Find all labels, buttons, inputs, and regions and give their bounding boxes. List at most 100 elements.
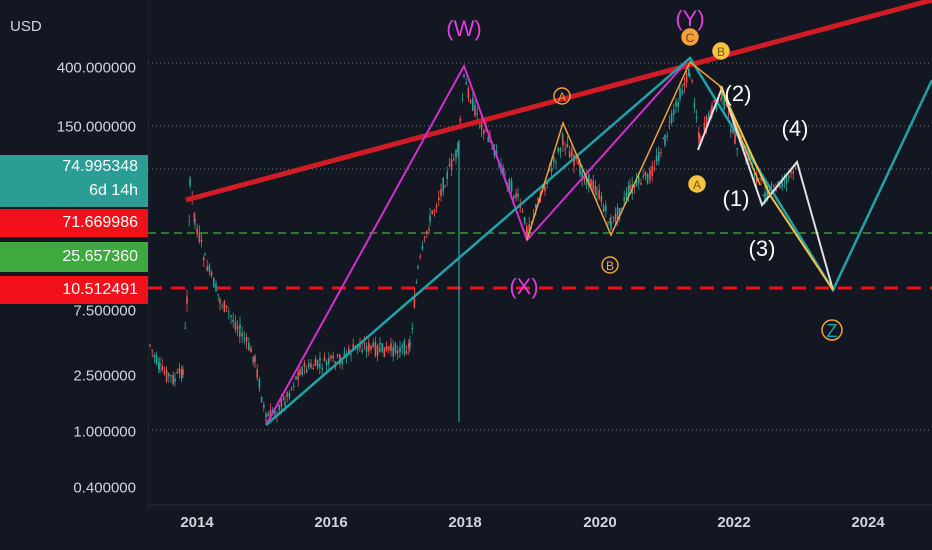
candle-body: [368, 342, 370, 352]
candle-body: [491, 148, 493, 150]
candle-body: [521, 210, 524, 212]
candle-body: [785, 177, 788, 184]
circled-label-c: C: [681, 28, 699, 46]
label-wave-w: (W): [446, 16, 481, 41]
candle-body: [660, 152, 662, 154]
candle-body: [396, 350, 399, 354]
candle-body: [762, 195, 764, 197]
candle-body: [392, 347, 394, 357]
candle-body: [705, 116, 708, 129]
candle-body: [413, 297, 416, 308]
candle-body: [325, 361, 328, 366]
candle-body: [421, 246, 424, 250]
time-tick: 2024: [851, 514, 885, 531]
candle-body: [299, 369, 301, 376]
candle-body: [515, 193, 517, 198]
candle-body: [526, 229, 528, 234]
wave-wxy-line[interactable]: [265, 57, 691, 426]
candle-body: [753, 172, 756, 175]
candle-body: [679, 88, 681, 100]
candle-body: [265, 419, 267, 421]
candle-body: [254, 355, 256, 363]
candle-body: [469, 100, 472, 104]
candle-body: [715, 103, 718, 111]
candle-body: [583, 175, 586, 180]
candle-body: [723, 97, 725, 110]
candle-body: [361, 349, 363, 353]
candle-body: [221, 305, 223, 307]
svg-text:B: B: [717, 45, 725, 59]
candle-body: [625, 192, 628, 199]
candle-body: [250, 347, 252, 353]
price-tag-level-1: 71.669986: [0, 209, 148, 237]
candle-body: [472, 98, 474, 111]
candle-body: [557, 148, 559, 152]
candle-body: [683, 83, 686, 86]
candle-body: [267, 413, 269, 417]
candle-body: [399, 347, 401, 353]
price-axis-panel[interactable]: USD 400.000000 150.000000 7.500000 2.500…: [0, 0, 148, 550]
candle-body: [764, 192, 766, 202]
candle-body: [245, 336, 248, 342]
label-wave-x: (X): [509, 274, 538, 299]
candle-body: [278, 404, 280, 411]
candle-body: [193, 212, 196, 223]
candle-body: [178, 368, 181, 374]
candle-body: [236, 326, 239, 330]
candle-body: [467, 88, 470, 99]
candle-body: [483, 130, 485, 134]
circled-label-z-target: Z: [821, 319, 843, 341]
candle-body: [381, 343, 383, 353]
candle-body: [188, 220, 190, 222]
candle-body: [635, 179, 638, 186]
candle-body: [590, 179, 592, 187]
candle-body: [553, 156, 555, 163]
candle-body: [577, 160, 580, 165]
candle-body: [305, 369, 308, 373]
price-tag-level-3: 10.512491: [0, 276, 148, 304]
candle-body: [713, 99, 715, 103]
candle-body: [293, 385, 295, 387]
candle-body: [453, 159, 455, 161]
candle-body: [502, 167, 504, 173]
trendline-red[interactable]: [185, 0, 932, 203]
candle-body: [433, 210, 436, 212]
candle-body: [200, 239, 203, 242]
candle-body: [642, 175, 644, 177]
wave-white-line[interactable]: [697, 85, 834, 291]
candle-body: [688, 68, 690, 77]
candle-body: [399, 355, 401, 357]
candle-body: [790, 169, 792, 174]
candle-body: [592, 180, 594, 190]
wave-yellow-line[interactable]: [719, 85, 834, 291]
candle-body: [208, 265, 211, 272]
candle-body: [390, 343, 392, 351]
candle-body: [365, 345, 368, 352]
candle-body: [184, 327, 186, 329]
svg-text:A: A: [558, 90, 566, 104]
candle-body: [243, 338, 246, 340]
candle-body: [559, 148, 562, 152]
candle-body: [523, 216, 526, 224]
candle-body: [600, 196, 603, 203]
candle-body: [328, 357, 330, 365]
candle-body: [658, 152, 660, 161]
candle-body: [423, 236, 426, 238]
candle-body: [388, 346, 390, 350]
candle-body: [314, 359, 317, 366]
candle-body: [736, 147, 738, 150]
candle-body: [535, 204, 537, 209]
label-wave-y: (Y): [675, 6, 704, 31]
candle-body: [213, 278, 215, 288]
candle-body: [210, 271, 213, 276]
wave-teal-line[interactable]: [265, 56, 932, 426]
candle-body: [204, 253, 206, 256]
candle-body: [455, 149, 457, 158]
candle-body: [151, 349, 153, 351]
circled-label-b-2: B: [712, 42, 730, 60]
candle-body: [446, 171, 448, 179]
candle-body: [616, 207, 619, 220]
candle-body: [649, 170, 651, 180]
candle-body: [370, 345, 372, 350]
